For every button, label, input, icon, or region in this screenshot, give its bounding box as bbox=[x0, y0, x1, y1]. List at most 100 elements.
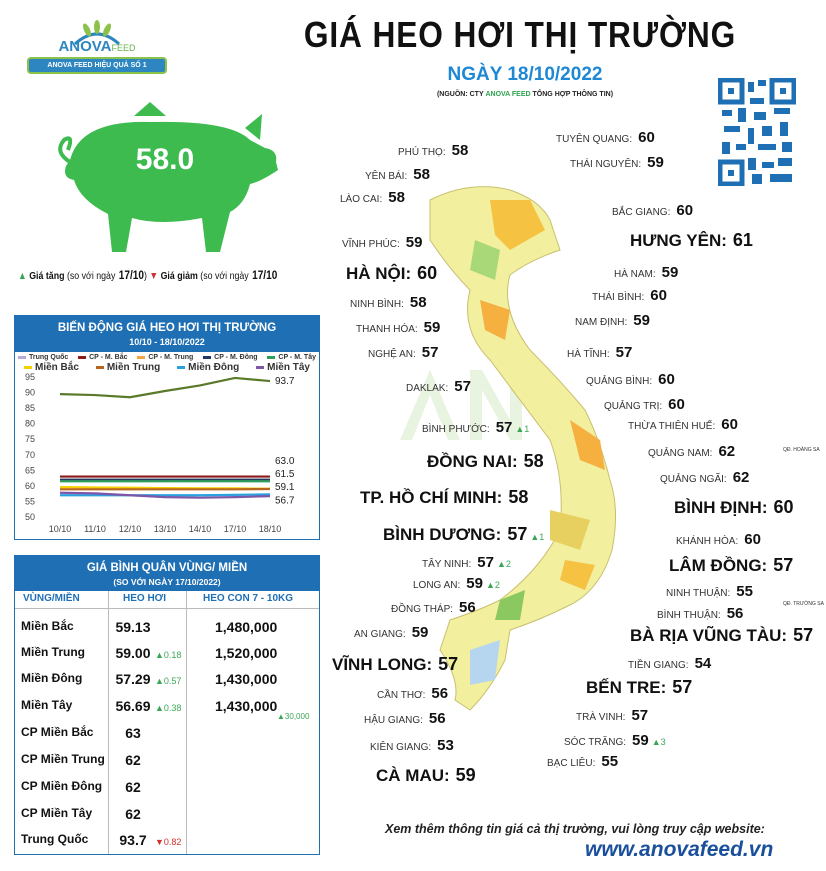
legend-down-label: Giá giảm bbox=[160, 270, 198, 282]
province-price: TÂY NINH: 57 ▲2 bbox=[422, 555, 511, 571]
province-name: LÂM ĐỒNG: bbox=[669, 556, 768, 575]
legend-close: ) bbox=[143, 270, 147, 282]
province-change-value: 2 bbox=[505, 559, 511, 569]
piglet-change-value: 30,000 bbox=[284, 712, 310, 721]
province-price: CÀ MAU: 59 bbox=[376, 766, 476, 785]
province-value: 59 bbox=[455, 765, 476, 785]
province-price: BÌNH PHƯỚC: 57 ▲1 bbox=[422, 420, 529, 436]
region-name: CP Miền Tây bbox=[21, 806, 93, 820]
province-name: TÂY NINH: bbox=[422, 559, 472, 570]
province-name: HÀ TĨNH: bbox=[567, 349, 610, 360]
province-price: BÌNH ĐỊNH: 60 bbox=[674, 498, 794, 517]
province-price: TP. HỒ CHÍ MINH: 58 bbox=[360, 488, 528, 507]
legend-label: Miền Trung bbox=[106, 362, 161, 373]
province-value: 57 bbox=[507, 524, 528, 544]
qr-code-icon[interactable] bbox=[718, 78, 796, 186]
legend-compare: (so với ngày bbox=[66, 270, 116, 282]
piglet-price: 1,520,000 bbox=[215, 645, 278, 661]
legend-up-label: Giá tăng bbox=[29, 270, 65, 282]
province-price: THỪA THIÊN HUẾ: 60 bbox=[628, 417, 738, 433]
legend-label: Miền Bắc bbox=[35, 362, 79, 373]
up-arrow-icon: ▲ bbox=[651, 737, 661, 747]
y-tick-label: 75 bbox=[25, 434, 35, 444]
province-name: ĐỒNG THÁP: bbox=[391, 604, 454, 615]
province-value: 59 bbox=[632, 732, 649, 749]
piglet-price: 1,430,000 bbox=[215, 698, 278, 714]
province-value: 59 bbox=[633, 312, 650, 329]
table-row: CP Miền Trung 62 bbox=[15, 750, 321, 770]
table-row: CP Miền Đông 62 bbox=[15, 777, 321, 797]
region-name: CP Miền Trung bbox=[21, 752, 105, 766]
province-value: 62 bbox=[732, 469, 750, 486]
province-name: DAKLAK: bbox=[406, 383, 449, 394]
province-price: HÀ NAM: 59 bbox=[614, 265, 678, 281]
price-change: ▲0.38 bbox=[155, 703, 181, 713]
province-value: 59 bbox=[647, 154, 664, 171]
province-name: LÀO CAI: bbox=[340, 194, 383, 205]
legend-swatch bbox=[78, 355, 87, 359]
live-pig-price: 62 bbox=[125, 752, 141, 768]
series-line bbox=[60, 493, 271, 497]
chart-header: BIẾN ĐỘNG GIÁ HEO HƠI THỊ TRƯỜNG 10/10 - … bbox=[15, 316, 319, 352]
province-value: 59 bbox=[423, 319, 441, 336]
province-value: 59 bbox=[661, 264, 679, 281]
legend-swatch bbox=[18, 355, 26, 359]
legend-label: CP - M. Trung bbox=[148, 354, 194, 361]
legend-compare: (so với ngày bbox=[200, 270, 249, 282]
province-name: PHÚ THỌ: bbox=[398, 147, 446, 158]
pig-icon bbox=[58, 102, 278, 253]
province-price: BÌNH DƯƠNG: 57 ▲1 bbox=[383, 525, 544, 544]
legend-label: CP - M. Tây bbox=[278, 354, 316, 361]
piglet-change: ▲30,000 bbox=[277, 712, 309, 721]
province-value: 57 bbox=[477, 554, 494, 571]
table-row: Miền Trung 59.00 ▲0.18 1,520,000 bbox=[15, 643, 321, 663]
province-name: TP. HỒ CHÍ MINH: bbox=[360, 488, 503, 507]
logo-sub: FEED bbox=[111, 43, 136, 53]
y-tick-label: 65 bbox=[25, 465, 35, 475]
live-pig-price: 56.69 bbox=[115, 698, 151, 714]
province-price: TUYÊN QUANG: 60 bbox=[556, 130, 655, 146]
province-value: 60 bbox=[773, 497, 794, 517]
province-name: BẠC LIÊU: bbox=[547, 758, 596, 769]
province-price: THANH HÓA: 59 bbox=[356, 320, 440, 336]
province-name: VĨNH LONG: bbox=[332, 655, 433, 674]
province-name: HÀ NỘI: bbox=[346, 264, 412, 283]
province-name: TIỀN GIANG: bbox=[628, 660, 689, 671]
chart-plot: 50 55 60 65 70 75 80 85 90 95 10/10 11/10 12/10 13/10… bbox=[25, 372, 295, 534]
legend-label: Trung Quốc bbox=[29, 354, 69, 361]
province-value: 57 bbox=[495, 419, 513, 436]
province-change: ▲2 bbox=[497, 559, 511, 569]
legend-item: Miền Bắc bbox=[24, 362, 79, 373]
up-arrow-icon: ▲ bbox=[485, 580, 495, 590]
legend-item: CP - M. Tây bbox=[267, 353, 316, 362]
province-value: 58 bbox=[409, 294, 427, 311]
province-name: QUẢNG NGÃI: bbox=[660, 474, 727, 485]
province-change: ▲2 bbox=[486, 580, 500, 590]
down-arrow-icon: ▼ bbox=[155, 837, 164, 847]
province-price: KIÊN GIANG: 53 bbox=[370, 738, 454, 754]
piglet-price: 1,480,000 bbox=[215, 619, 278, 635]
province-value: 55 bbox=[736, 583, 753, 600]
live-pig-price: 59.00 bbox=[115, 645, 151, 661]
province-price: TRÀ VINH: 57 bbox=[576, 708, 648, 724]
province-price: AN GIANG: 59 bbox=[354, 625, 428, 641]
piglet-price: 1,430,000 bbox=[215, 671, 278, 687]
province-price: QUẢNG NAM: 62 bbox=[648, 444, 735, 460]
province-price: LÀO CAI: 58 bbox=[340, 190, 405, 206]
legend-label: Miền Tây bbox=[267, 362, 310, 373]
province-value: 59 bbox=[411, 624, 429, 641]
website-link[interactable]: www.anovafeed.vn bbox=[585, 838, 774, 861]
province-value: 57 bbox=[793, 625, 814, 645]
province-value: 57 bbox=[421, 344, 439, 361]
price-change-value: 0.57 bbox=[163, 676, 182, 686]
region-name: Miền Bắc bbox=[21, 619, 74, 633]
province-name: NGHỆ AN: bbox=[368, 349, 416, 360]
page-title: GIÁ HEO HƠI THỊ TRƯỜNG bbox=[303, 14, 737, 55]
end-value-label: 56.7 bbox=[275, 495, 295, 506]
column-header-piglet: HEO CON 7 - 10KG bbox=[203, 593, 294, 604]
province-name: AN GIANG: bbox=[354, 629, 406, 640]
up-arrow-icon: ▲ bbox=[530, 532, 540, 542]
legend-item: CP - M. Bắc bbox=[78, 353, 128, 362]
province-name: THỪA THIÊN HUẾ: bbox=[628, 421, 716, 432]
province-value: 54 bbox=[694, 655, 712, 672]
